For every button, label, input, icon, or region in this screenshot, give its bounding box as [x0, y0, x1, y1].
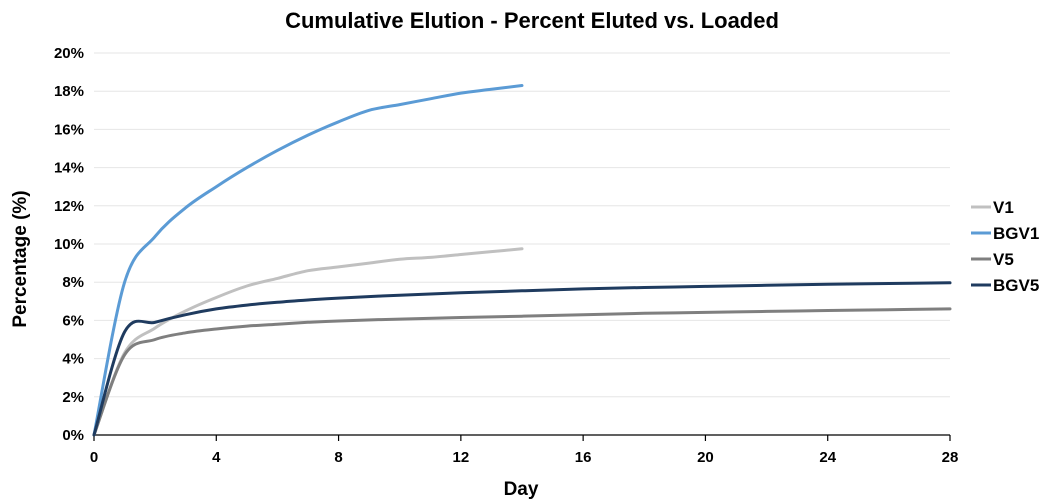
y-axis-label: Percentage (%) [10, 190, 31, 327]
y-tick-label: 12% [54, 198, 84, 215]
y-tick-label: 16% [54, 121, 84, 138]
legend: V1 BGV1 V5 BGV5 [971, 198, 1039, 295]
y-tick-label: 6% [62, 312, 84, 329]
x-tick-label: 20 [697, 449, 714, 466]
x-tick-label: 4 [212, 449, 221, 466]
series-line-v1 [92, 247, 524, 437]
y-tick-label: 10% [54, 236, 84, 253]
series-line-bgv1 [92, 84, 524, 437]
x-tick-label: 12 [453, 449, 470, 466]
y-tick-label: 14% [54, 160, 84, 177]
legend-label-bgv1: BGV1 [993, 224, 1039, 243]
x-tick-label: 8 [334, 449, 342, 466]
y-tick-label: 8% [62, 274, 84, 291]
series-line-bgv5 [92, 281, 952, 437]
legend-label-v1: V1 [993, 198, 1014, 217]
x-tick-label: 16 [575, 449, 592, 466]
series-lines [92, 84, 952, 437]
series-line-v5 [92, 307, 952, 437]
legend-label-v5: V5 [993, 250, 1014, 269]
y-tick-label: 4% [62, 351, 84, 368]
x-axis-label: Day [504, 479, 539, 500]
gridlines [94, 52, 950, 398]
axes: 0% 2% 4% 6% 8% 10% 12% 14% 16% 18% 20% 0 4 8 12 16 20 24 2… [54, 45, 958, 466]
y-tick-label: 18% [54, 83, 84, 100]
x-tick-label: 0 [90, 449, 98, 466]
y-tick-label: 20% [54, 45, 84, 62]
y-tick-label: 2% [62, 389, 84, 406]
x-tick-label: 24 [819, 449, 836, 466]
x-tick-label: 28 [942, 449, 959, 466]
legend-label-bgv5: BGV5 [993, 276, 1039, 295]
y-tick-label: 0% [62, 427, 84, 444]
chart-title: Cumulative Elution - Percent Eluted vs. … [285, 8, 779, 33]
